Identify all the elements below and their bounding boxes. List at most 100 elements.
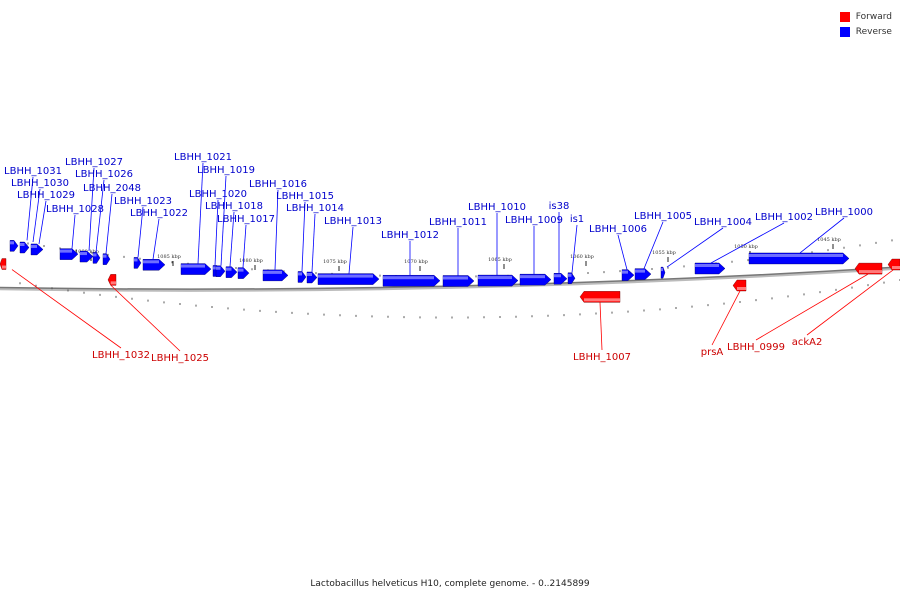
reverse-gene-label: LBHH_2048 [83,183,141,194]
reverse-gene-label: LBHH_1002 [755,212,813,223]
reverse-gene-highlight [216,266,221,270]
reverse-gene-highlight [635,269,645,273]
forward-gene-highlight [859,270,882,274]
reverse-gene-highlight [20,243,25,247]
reverse-gene-highlight [263,270,282,274]
reverse-gene-highlight [60,249,72,253]
reverse-gene-leader [214,199,219,266]
reverse-gene-highlight [10,241,14,245]
reverse-gene-leader [152,218,160,260]
reverse-gene-leader [242,224,247,268]
reverse-gene-label: is38 [549,201,570,212]
reverse-gene-label: LBHH_1018 [205,201,263,212]
coordinate-tick-label: 1060 kbp [570,254,594,260]
reverse-gene-highlight [103,254,107,258]
legend-item-forward: Forward [839,9,892,24]
backbone-shadow [0,266,900,292]
reverse-gene-label: LBHH_1012 [381,230,439,241]
coordinate-tick-label: 1045 kbp [817,237,841,243]
forward-gene-label: prsA [701,347,724,358]
reverse-gene-leader [95,179,105,253]
forward-gene-highlight [584,298,620,302]
reverse-gene-label: LBHH_1016 [249,179,307,190]
forward-gene-leader [599,302,603,351]
genome-caption: Lactobacillus helveticus H10, complete g… [310,579,590,589]
reverse-gene-highlight [622,270,628,274]
reverse-gene-label: LBHH_1014 [286,203,344,214]
reverse-gene-highlight [478,276,512,280]
legend-label-reverse: Reverse [855,26,892,37]
reverse-gene-label: LBHH_1029 [17,190,75,201]
reverse-gene-label: LBHH_1030 [11,178,69,189]
reverse-gene-highlight [298,272,302,276]
reverse-gene-label: LBHH_1015 [276,191,334,202]
reverse-gene-leader [666,227,724,268]
reverse-gene-highlight [226,267,232,271]
reverse-gene-label: LBHH_1022 [130,208,188,219]
reverse-gene-leader [617,234,628,270]
coordinate-tick-label: 1065 kbp [488,257,512,263]
forward-gene-highlight [737,286,746,290]
reverse-gene-label: LBHH_1011 [429,217,487,228]
forward-gene-label: LBHH_0999 [727,342,785,353]
forward-gene-label: LBHH_1007 [573,352,631,363]
reverse-gene-highlight [661,268,663,272]
reverse-gene-label: LBHH_1000 [815,207,873,218]
reverse-swatch [839,26,850,37]
reverse-gene-highlight [181,264,205,268]
reverse-gene-leader [274,189,279,270]
reverse-gene-highlight [443,276,468,280]
coordinate-tick-label: 1050 kbp [734,244,758,250]
reverse-gene-highlight [238,268,244,272]
legend-item-reverse: Reverse [839,24,892,39]
reverse-gene-leader [137,206,144,258]
reverse-gene-leader [38,200,47,245]
reverse-gene-label: LBHH_1023 [114,196,172,207]
reverse-gene-label: LBHH_1013 [324,216,382,227]
coordinate-tick-label: 1055 kbp [652,250,676,256]
coordinate-tick-label: 1070 kbp [404,259,428,265]
forward-gene-leader [711,290,741,346]
reverse-gene-highlight [307,272,312,276]
reverse-gene-label: LBHH_1009 [505,215,563,226]
reverse-gene-label: LBHH_1020 [189,189,247,200]
reverse-gene-leader [229,211,235,267]
reverse-gene-label: is1 [570,214,584,225]
coordinate-tick-label: 1075 kbp [323,259,347,265]
reverse-gene-leader [301,201,306,272]
reverse-gene-leader [197,162,204,264]
reverse-gene-label: LBHH_1019 [197,165,255,176]
reverse-gene-leader [105,193,113,254]
reverse-gene-label: LBHH_1004 [694,217,752,228]
forward-gene-label: ackA2 [792,337,823,348]
forward-gene-highlight [110,281,116,285]
reverse-gene-leader [799,217,845,254]
reverse-gene-leader [26,176,34,241]
reverse-gene-highlight [134,258,138,262]
reverse-gene-highlight [695,263,719,267]
forward-gene-leader [806,269,894,336]
reverse-gene-label: LBHH_1028 [46,204,104,215]
legend: Forward Reverse [839,9,892,39]
reverse-gene-highlight [80,252,87,256]
reverse-gene-leader [571,224,578,273]
reverse-gene-leader [643,221,664,269]
reverse-gene-leader [71,214,76,249]
forward-gene-leader [11,269,122,349]
reverse-gene-leader [32,188,41,243]
reverse-gene-label: LBHH_1017 [217,214,275,225]
reverse-gene-highlight [93,253,97,257]
forward-swatch [839,11,850,22]
reverse-gene-highlight [31,244,37,248]
forward-gene-label: LBHH_1025 [151,353,209,364]
reverse-gene-highlight [749,253,843,257]
reverse-gene-highlight [554,274,561,278]
reverse-gene-label: LBHH_1006 [589,224,647,235]
reverse-gene-leader [710,222,785,264]
reverse-gene-highlight [568,273,572,277]
reverse-gene-leader [220,175,227,266]
legend-label-forward: Forward [855,11,892,22]
reverse-gene-highlight [318,274,373,278]
